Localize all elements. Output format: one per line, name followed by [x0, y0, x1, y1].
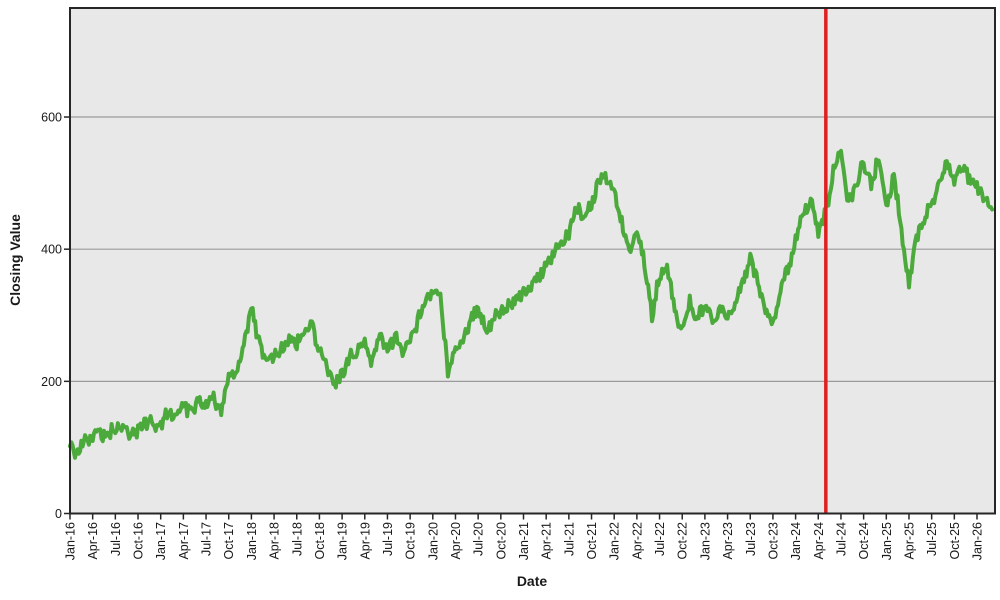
- y-axis-tick-labels: 0 200 400 600: [41, 111, 62, 521]
- x-tick-label: Apr-21: [540, 522, 554, 560]
- x-tick-label: Jul-24: [834, 522, 848, 556]
- x-tick-label: Jan-16: [64, 522, 78, 560]
- x-tick-label: Apr-18: [268, 522, 282, 560]
- x-tick-label: Oct-19: [404, 522, 418, 560]
- x-tick-label: Oct-18: [313, 522, 327, 560]
- x-tick-label: Jan-25: [880, 522, 894, 560]
- x-tick-label: Apr-20: [449, 522, 463, 560]
- x-tick-label: Jul-16: [109, 522, 123, 556]
- x-tick-label: Apr-16: [86, 522, 100, 560]
- y-tick-label: 400: [41, 243, 62, 257]
- plot-frame: [69, 7, 996, 515]
- x-tick-label: Jul-21: [562, 522, 576, 556]
- x-tick-label: Jan-18: [245, 522, 259, 560]
- x-tick-label: Apr-19: [358, 522, 372, 560]
- x-tick-label: Oct-22: [676, 522, 690, 560]
- x-tick-label: Apr-25: [902, 522, 916, 560]
- x-axis-tick-labels: Jan-16 Apr-16 Jul-16 Oct-16 Jan-17 Apr-17 Jul-…: [64, 522, 985, 560]
- x-tick-label: Jan-24: [789, 522, 803, 560]
- y-axis-title: Closing Value: [7, 214, 23, 306]
- y-tick-label: 0: [55, 507, 62, 521]
- x-tick-label: Oct-20: [494, 522, 508, 560]
- x-tick-label: Jul-20: [472, 522, 486, 556]
- x-tick-label: Apr-23: [721, 522, 735, 560]
- y-tick-label: 200: [41, 375, 62, 389]
- closing-value-series-line: [68, 148, 995, 460]
- x-tick-label: Jul-18: [290, 522, 304, 556]
- x-tick-label: Oct-25: [948, 522, 962, 560]
- y-tick-label: 600: [41, 111, 62, 125]
- x-tick-label: Apr-24: [812, 522, 826, 560]
- x-tick-label: Jul-25: [925, 522, 939, 556]
- x-tick-label: Oct-23: [766, 522, 780, 560]
- x-tick-label: Oct-16: [132, 522, 146, 560]
- plot-background: [70, 8, 995, 514]
- x-tick-label: Oct-21: [585, 522, 599, 560]
- x-tick-label: Oct-24: [857, 522, 871, 560]
- x-tick-label: Jan-21: [517, 522, 531, 560]
- x-axis-title: Date: [517, 573, 548, 589]
- x-tick-label: Jul-19: [381, 522, 395, 556]
- x-tick-label: Jul-22: [653, 522, 667, 556]
- x-tick-label: Jan-26: [971, 522, 985, 560]
- x-tick-label: Jan-22: [608, 522, 622, 560]
- x-tick-label: Jul-17: [200, 522, 214, 556]
- x-tick-label: Jan-20: [426, 522, 440, 560]
- x-tick-label: Apr-22: [630, 522, 644, 560]
- x-tick-label: Jan-19: [336, 522, 350, 560]
- x-axis-ticks: [69, 514, 978, 520]
- x-tick-label: Jan-17: [154, 522, 168, 560]
- x-tick-label: Oct-17: [222, 522, 236, 560]
- x-tick-label: Jul-23: [744, 522, 758, 556]
- x-tick-label: Jan-23: [698, 522, 712, 560]
- gridlines: [70, 116, 995, 382]
- x-tick-label: Apr-17: [177, 522, 191, 560]
